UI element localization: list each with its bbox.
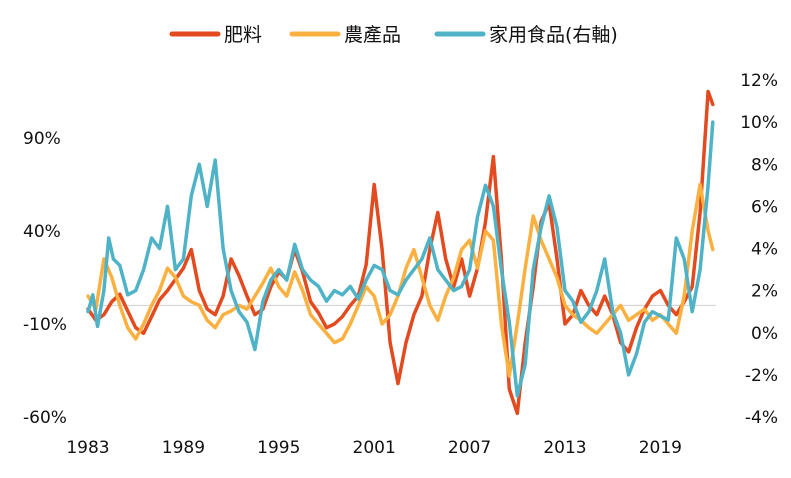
x-axis: 1983 1989 1995 2001 2007 2013 2019: [66, 438, 682, 458]
x-axis-tick-label: 1989: [162, 438, 205, 458]
right-axis-tick-label: -2%: [745, 366, 778, 386]
right-axis-tick-label: 6%: [751, 197, 778, 217]
legend-label: 家用食品(右軸): [489, 24, 618, 46]
x-axis-tick-label: 1983: [66, 438, 109, 458]
x-axis-tick-label: 2019: [639, 438, 682, 458]
x-axis-tick-label: 2001: [353, 438, 396, 458]
x-axis-tick-label: 2007: [448, 438, 491, 458]
series-line-1: [86, 89, 715, 416]
right-axis-tick-label: 8%: [751, 155, 778, 175]
right-axis-tick-label: 4%: [751, 240, 778, 260]
legend: 肥料 農產品 家用食品(右軸): [169, 24, 618, 46]
left-axis: 90% 40% -10% -60%: [23, 129, 67, 428]
left-axis-tick-label: 40%: [23, 222, 61, 242]
right-axis-tick-label: 2%: [751, 282, 778, 302]
right-axis: 12% 10% 8% 6% 4% 2% 0% -2% -4%: [740, 71, 778, 428]
series-line-2: [86, 182, 715, 378]
left-axis-tick-label: -10%: [23, 315, 67, 335]
x-axis-tick-label: 2013: [543, 438, 586, 458]
right-axis-tick-label: 12%: [740, 71, 778, 91]
legend-item: 肥料: [169, 24, 262, 46]
series-line-3: [86, 120, 715, 398]
legend-label: 肥料: [224, 24, 262, 46]
x-axis-tick-label: 1995: [257, 438, 300, 458]
left-axis-tick-label: 90%: [23, 129, 61, 149]
right-axis-tick-label: 0%: [751, 324, 778, 344]
legend-item: 家用食品(右軸): [434, 24, 618, 46]
right-axis-tick-label: 10%: [740, 113, 778, 133]
series-layer: [86, 89, 715, 416]
legend-item: 農產品: [289, 24, 401, 46]
right-axis-tick-label: -4%: [745, 408, 778, 428]
left-axis-tick-label: -60%: [23, 408, 67, 428]
legend-label: 農產品: [344, 24, 401, 46]
